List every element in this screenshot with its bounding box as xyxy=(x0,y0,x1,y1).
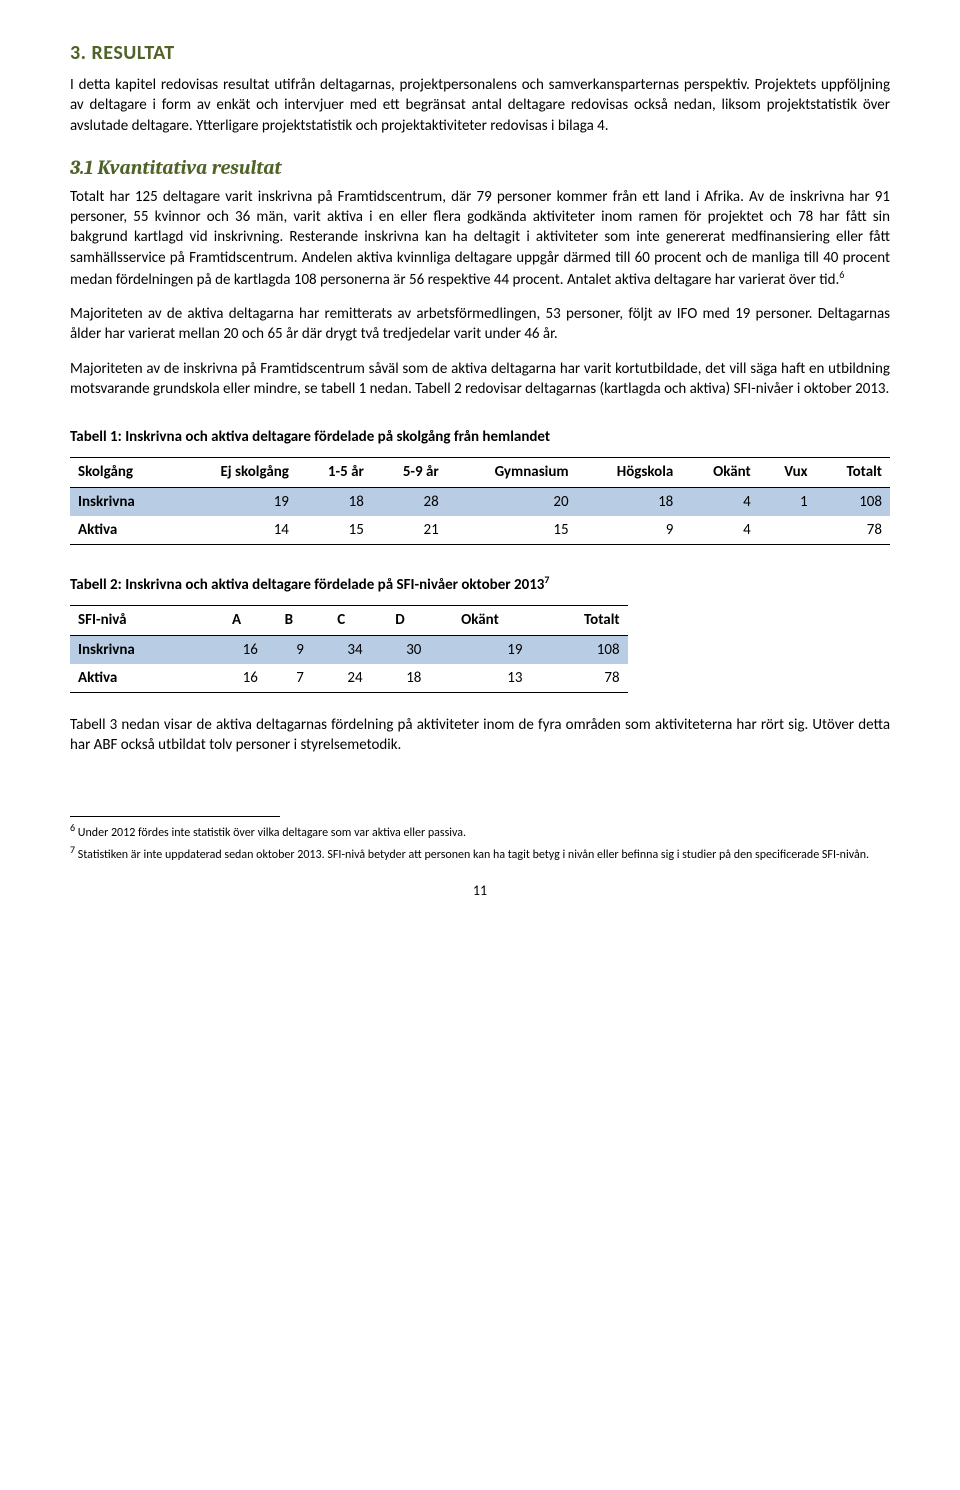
table1-h8: Totalt xyxy=(816,458,890,487)
table2-h0: SFI-nivå xyxy=(70,606,207,635)
section-text: ESULTAT xyxy=(103,41,174,65)
table2-h5: Okänt xyxy=(429,606,530,635)
table1-r1-label: Aktiva xyxy=(70,516,175,545)
subsection-title: 3.1 Kvantitativa resultat xyxy=(70,154,890,181)
footnote-ref-6: 6 xyxy=(839,268,844,281)
table1-h1: Ej skolgång xyxy=(175,458,297,487)
table2-h1: A xyxy=(207,606,266,635)
table1-h3: 5-9 år xyxy=(372,458,447,487)
table1-r1-v3: 15 xyxy=(447,516,577,545)
table2-r0-v1: 9 xyxy=(266,635,312,664)
table1-r0-v0: 19 xyxy=(175,487,297,516)
table2-r0-v2: 34 xyxy=(312,635,371,664)
table2-title: Tabell 2: Inskrivna och aktiva deltagare… xyxy=(70,573,890,595)
table2-r1-v2: 24 xyxy=(312,664,371,693)
table2-r0-v0: 16 xyxy=(207,635,266,664)
table1-r0-label: Inskrivna xyxy=(70,487,175,516)
table1-r1-v1: 15 xyxy=(297,516,372,545)
table2-h4: D xyxy=(371,606,430,635)
table2: SFI-nivå A B C D Okänt Totalt Inskrivna … xyxy=(70,605,628,693)
paragraph-3: Majoriteten av de aktiva deltagarna har … xyxy=(70,304,890,345)
table2-r1-v3: 18 xyxy=(371,664,430,693)
table1-h5: Högskola xyxy=(577,458,682,487)
table1-r0-v4: 18 xyxy=(577,487,682,516)
table2-r1-label: Aktiva xyxy=(70,664,207,693)
table1-r0-v5: 4 xyxy=(681,487,758,516)
table1-r0-v6: 1 xyxy=(759,487,816,516)
table1-h4: Gymnasium xyxy=(447,458,577,487)
table1-header-row: Skolgång Ej skolgång 1-5 år 5-9 år Gymna… xyxy=(70,458,890,487)
section-title: 3. RESULTAT xyxy=(70,40,890,67)
table1-r1-v5: 4 xyxy=(681,516,758,545)
footnote-7: 7 Statistiken är inte uppdaterad sedan o… xyxy=(70,843,890,864)
table1-r1-v7: 78 xyxy=(816,516,890,545)
table2-r0-v5: 108 xyxy=(531,635,628,664)
table1-r0-v1: 18 xyxy=(297,487,372,516)
footnote-6: 6 Under 2012 fördes inte statistik över … xyxy=(70,821,890,842)
footnote-separator xyxy=(70,816,280,817)
paragraph-1: I detta kapitel redovisas resultat utifr… xyxy=(70,75,890,136)
table2-r1-v0: 16 xyxy=(207,664,266,693)
table2-title-text: Tabell 2: Inskrivna och aktiva deltagare… xyxy=(70,576,544,594)
footnote-ref-7: 7 xyxy=(544,573,549,586)
table2-r1-v5: 78 xyxy=(531,664,628,693)
page-number: 11 xyxy=(70,882,890,901)
table1-r1-v6 xyxy=(759,516,816,545)
table2-h6: Totalt xyxy=(531,606,628,635)
table2-r0-label: Inskrivna xyxy=(70,635,207,664)
table1-r1-v2: 21 xyxy=(372,516,447,545)
table1-title: Tabell 1: Inskrivna och aktiva deltagare… xyxy=(70,427,890,447)
table2-row-aktiva: Aktiva 16 7 24 18 13 78 xyxy=(70,664,628,693)
table1-h2: 1-5 år xyxy=(297,458,372,487)
table1-r0-v3: 20 xyxy=(447,487,577,516)
footnote-6-text: Under 2012 fördes inte statistik över vi… xyxy=(75,826,466,840)
footnote-7-text: Statistiken är inte uppdaterad sedan okt… xyxy=(75,848,869,862)
table2-r0-v4: 19 xyxy=(429,635,530,664)
table1-h0: Skolgång xyxy=(70,458,175,487)
table1-r0-v2: 28 xyxy=(372,487,447,516)
table1-h7: Vux xyxy=(759,458,816,487)
table2-r1-v4: 13 xyxy=(429,664,530,693)
table1-r1-v4: 9 xyxy=(577,516,682,545)
paragraph-4: Majoriteten av de inskrivna på Framtidsc… xyxy=(70,359,890,400)
table2-r1-v1: 7 xyxy=(266,664,312,693)
paragraph-2-text: Totalt har 125 deltagare varit inskrivna… xyxy=(70,188,890,289)
table2-r0-v3: 30 xyxy=(371,635,430,664)
table1: Skolgång Ej skolgång 1-5 år 5-9 år Gymna… xyxy=(70,457,890,545)
paragraph-2: Totalt har 125 deltagare varit inskrivna… xyxy=(70,187,890,290)
table2-h3: C xyxy=(312,606,371,635)
table1-row-inskrivna: Inskrivna 19 18 28 20 18 4 1 108 xyxy=(70,487,890,516)
table2-h2: B xyxy=(266,606,312,635)
table1-r1-v0: 14 xyxy=(175,516,297,545)
table1-row-aktiva: Aktiva 14 15 21 15 9 4 78 xyxy=(70,516,890,545)
table2-header-row: SFI-nivå A B C D Okänt Totalt xyxy=(70,606,628,635)
table2-row-inskrivna: Inskrivna 16 9 34 30 19 108 xyxy=(70,635,628,664)
table1-h6: Okänt xyxy=(681,458,758,487)
table1-r0-v7: 108 xyxy=(816,487,890,516)
paragraph-5: Tabell 3 nedan visar de aktiva deltagarn… xyxy=(70,715,890,756)
section-num: 3. R xyxy=(70,41,103,65)
